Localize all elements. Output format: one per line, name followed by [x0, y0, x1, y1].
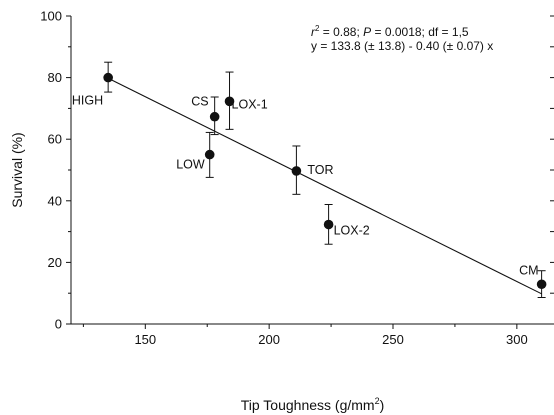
data-point-cs — [209, 111, 220, 122]
r-value: = 0.88; — [319, 25, 363, 39]
r-exponent: 2 — [315, 24, 320, 33]
y-ticks: 0 20 40 60 80 100 — [40, 9, 71, 332]
x-axis-title-main: Tip Toughness (g/mm — [241, 397, 375, 413]
y-axis-title: Survival (%) — [9, 132, 25, 207]
y-tick-label: 0 — [55, 317, 62, 332]
p-symbol: P — [363, 25, 371, 39]
x-ticks: 150 200 250 300 — [82, 324, 528, 347]
x-axis-title-close: ) — [380, 397, 385, 413]
stats-annotation-line2: y = 133.8 (± 13.8) - 0.40 (± 0.07) x — [311, 39, 493, 53]
point-label-lox-1: LOX-1 — [232, 97, 268, 111]
point-label-cs: CS — [191, 95, 208, 109]
right-edge-ticks — [550, 15, 554, 294]
data-point-lox-2 — [323, 219, 334, 230]
point-label-tor: TOR — [307, 163, 333, 177]
stats-annotation-line1: r2 = 0.88; P = 0.0018; df = 1,5 — [311, 24, 469, 39]
point-label-cm: CM — [519, 263, 538, 277]
x-axis-title-superscript: 2 — [375, 396, 380, 406]
r-symbol: r — [311, 25, 316, 39]
x-axis-title: Tip Toughness (g/mm2) — [241, 396, 385, 413]
y-tick-label: 40 — [48, 193, 62, 208]
x-tick-label: 300 — [506, 332, 528, 347]
y-tick-label: 20 — [48, 255, 62, 270]
error-bars — [104, 61, 546, 299]
data-point-tor — [291, 166, 302, 176]
x-tick-label: 150 — [134, 332, 156, 347]
point-label-lox-2: LOX-2 — [334, 224, 370, 238]
point-labels: HIGH CS LOX-1 LOW TOR LOX-2 CM — [72, 94, 539, 278]
data-points — [103, 72, 547, 290]
data-point-lox-1 — [224, 96, 235, 107]
x-tick-label: 200 — [258, 332, 280, 347]
point-label-high: HIGH — [72, 94, 103, 108]
p-value-df: = 0.0018; df = 1,5 — [371, 25, 469, 39]
y-tick-label: 60 — [48, 132, 62, 147]
y-tick-label: 80 — [48, 70, 62, 85]
y-tick-label: 100 — [40, 9, 62, 24]
x-tick-label: 250 — [382, 332, 404, 347]
data-point-cm — [536, 279, 547, 290]
data-point-low — [204, 149, 215, 160]
regression-line — [107, 77, 542, 295]
data-point-high — [103, 72, 113, 83]
point-label-low: LOW — [176, 158, 205, 172]
